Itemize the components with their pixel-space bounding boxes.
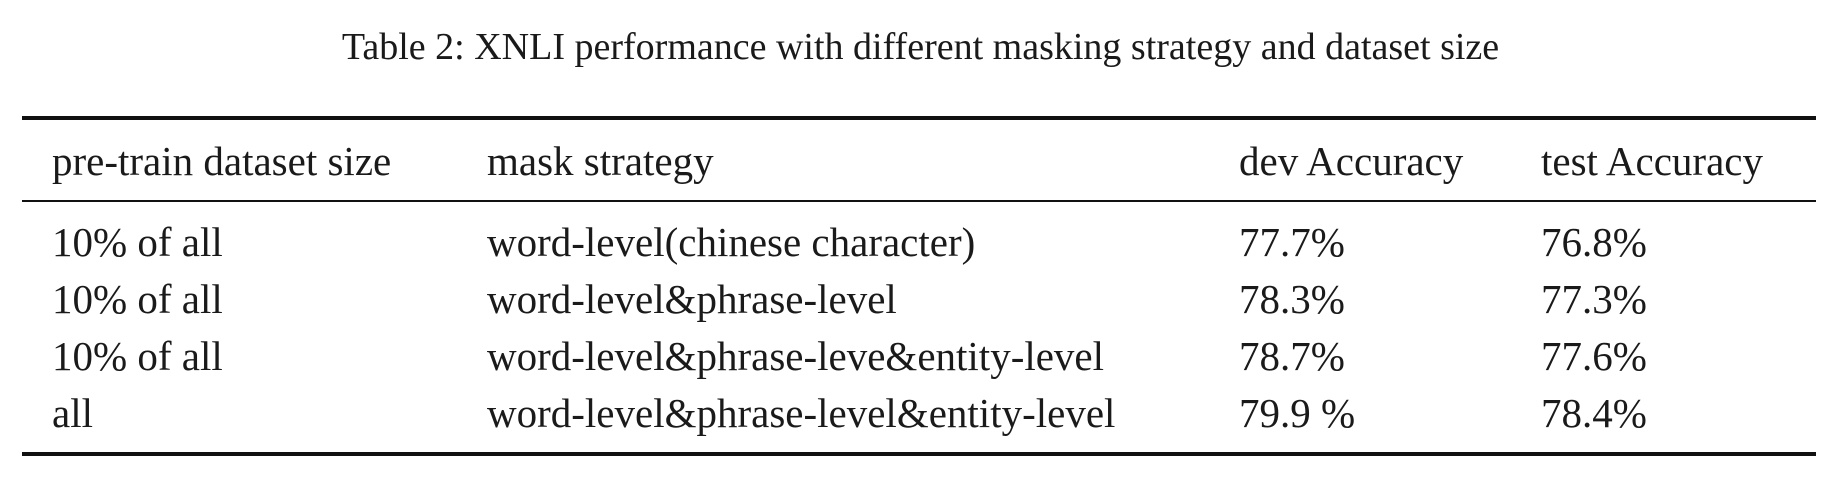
- cell-test-accuracy: 77.3%: [1541, 276, 1647, 322]
- table-caption: Table 2: XNLI performance with different…: [341, 26, 1500, 68]
- cell-dataset-size: 10% of all: [52, 276, 223, 322]
- header-mask-strategy: mask strategy: [487, 138, 714, 184]
- cell-dev-accuracy: 78.3%: [1239, 276, 1345, 322]
- cell-dev-accuracy: 79.9 %: [1239, 390, 1356, 436]
- header-dev-accuracy: dev Accuracy: [1239, 138, 1464, 184]
- cell-dataset-size: 10% of all: [52, 219, 223, 265]
- top-rule: [22, 116, 1816, 120]
- cell-mask-strategy: word-level&phrase-level&entity-level: [487, 390, 1116, 436]
- cell-test-accuracy: 76.8%: [1541, 219, 1647, 265]
- cell-dataset-size: 10% of all: [52, 333, 223, 379]
- bottom-rule: [22, 452, 1816, 456]
- cell-dataset-size: all: [52, 390, 93, 436]
- header-dataset-size: pre-train dataset size: [52, 138, 392, 184]
- cell-mask-strategy: word-level&phrase-level: [487, 276, 897, 322]
- header-rule: [22, 200, 1816, 202]
- cell-test-accuracy: 78.4%: [1541, 390, 1647, 436]
- cell-mask-strategy: word-level&phrase-leve&entity-level: [487, 333, 1105, 379]
- cell-dev-accuracy: 77.7%: [1239, 219, 1345, 265]
- cell-mask-strategy: word-level(chinese character): [487, 219, 976, 265]
- cell-test-accuracy: 77.6%: [1541, 333, 1647, 379]
- header-test-accuracy: test Accuracy: [1541, 138, 1763, 184]
- cell-dev-accuracy: 78.7%: [1239, 333, 1345, 379]
